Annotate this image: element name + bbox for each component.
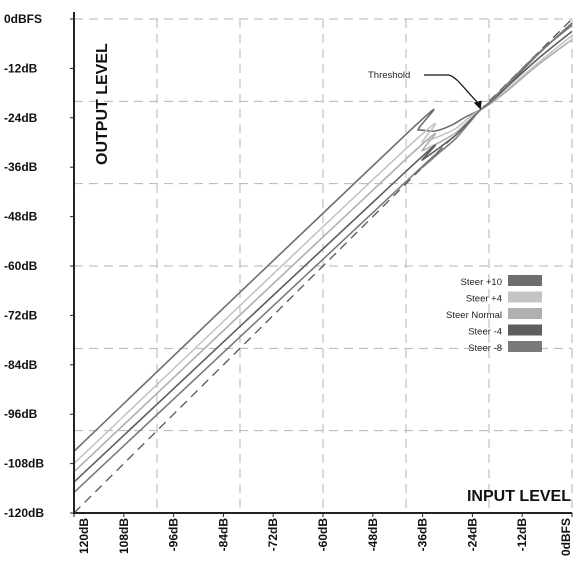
x-tick-label: -12dB <box>515 518 529 552</box>
x-tick-label: 0dBFS <box>559 518 573 556</box>
legend-swatch <box>508 324 542 336</box>
x-tick-label: -96dB <box>167 518 181 552</box>
x-tick-label: -84dB <box>216 518 230 552</box>
guide-lines <box>74 18 573 513</box>
threshold-annotation: Threshold <box>368 70 482 110</box>
y-tick-label: -96dB <box>4 407 38 421</box>
legend-label: Steer -4 <box>468 327 502 338</box>
y-tick-labels: 0dBFS -12dB -24dB -36dB -48dB -60dB -72dB -84dB… <box>4 12 74 520</box>
legend: Steer +10 Steer +4 Steer Normal Steer -4 Ste… <box>446 275 542 354</box>
threshold-label: Threshold <box>368 70 410 81</box>
legend-swatch <box>508 291 542 303</box>
series-line-steer-normal <box>73 38 573 473</box>
threshold-arrow <box>424 74 480 104</box>
x-tick-label: -36dB <box>416 518 430 552</box>
y-tick-label: -84dB <box>4 358 38 372</box>
x-tick-label: -72dB <box>266 518 280 552</box>
y-tick-label: -120dB <box>4 506 44 520</box>
series-line-steer-8 <box>73 24 573 493</box>
series-line-steer-4 <box>73 30 573 483</box>
x-tick-label: -60dB <box>316 518 330 552</box>
x-axis-title: INPUT LEVEL <box>467 488 571 505</box>
legend-label: Steer Normal <box>446 310 502 321</box>
legend-label: Steer +10 <box>461 277 502 288</box>
legend-swatch <box>508 308 542 319</box>
y-tick-label: -12dB <box>4 61 38 75</box>
x-tick-labels: 120dB 108dB -96dB -84dB -72dB -60dB -48dB -36dB… <box>73 513 573 556</box>
y-tick-label: -72dB <box>4 308 38 322</box>
y-tick-label: 0dBFS <box>4 12 42 26</box>
legend-label: Steer +4 <box>466 294 502 305</box>
x-tick-label: 108dB <box>117 518 131 554</box>
series-line-steer-4 <box>73 34 573 465</box>
y-tick-label: -24dB <box>4 111 38 125</box>
series-curves <box>73 22 573 493</box>
threshold-arrow-head <box>473 100 482 110</box>
y-axis-title: OUTPUT LEVEL <box>94 43 111 165</box>
x-tick-label: 120dB <box>77 518 91 554</box>
unity-reference-line <box>73 18 573 514</box>
legend-swatch <box>508 275 542 286</box>
y-tick-label: -48dB <box>4 210 38 224</box>
y-tick-label: -108dB <box>4 457 44 471</box>
y-tick-label: -60dB <box>4 259 38 273</box>
legend-label: Steer -8 <box>468 343 502 354</box>
x-tick-label: -48dB <box>366 518 380 552</box>
legend-swatch <box>508 341 542 352</box>
x-tick-label: -24dB <box>465 518 479 552</box>
y-tick-label: -36dB <box>4 160 38 174</box>
